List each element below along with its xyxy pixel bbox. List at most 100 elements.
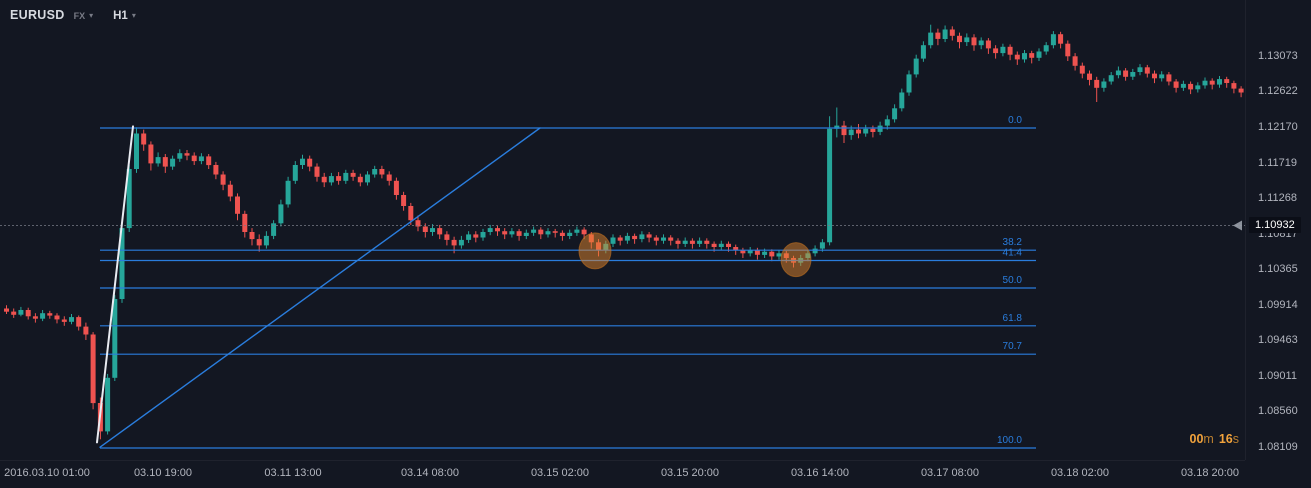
trendline-white[interactable] (96, 125, 134, 444)
candle-body (393, 180, 399, 195)
interval-selector[interactable]: H1 ▾ (93, 10, 136, 22)
candle-body (516, 231, 522, 236)
trendline-blue[interactable] (99, 127, 541, 448)
candle-body (827, 128, 833, 243)
candle-body (559, 232, 565, 236)
candle-body (148, 144, 154, 164)
candle-body (444, 234, 450, 240)
candle-body (964, 37, 970, 43)
candle-body (69, 317, 74, 322)
candle-body (112, 299, 118, 378)
candle-body (1079, 65, 1085, 74)
highlight-ellipse[interactable] (578, 232, 612, 270)
bar-countdown: 00m 16s (1190, 432, 1239, 446)
price-axis-label: 1.11719 (1258, 157, 1297, 169)
candle-body (292, 165, 298, 181)
candle-body (343, 172, 349, 181)
candle-body (235, 196, 240, 214)
candle-body (567, 232, 573, 236)
candle-body (336, 176, 342, 181)
time-axis-label: 03.15 20:00 (660, 467, 720, 479)
chart-surface[interactable]: 0.0 38.241.4 50.0 61.8 70.7 100.0 (0, 0, 1245, 460)
candle-body (906, 74, 912, 93)
candle-body (841, 125, 847, 136)
candle-body (509, 231, 515, 235)
candle-body (271, 223, 277, 236)
candle-body (949, 29, 955, 36)
candle-body (1152, 73, 1157, 79)
candle-body (256, 239, 262, 246)
candle-body (538, 229, 544, 235)
market-selector[interactable]: FX ▾ (65, 11, 94, 21)
candle-body (581, 229, 587, 235)
candle-body (328, 176, 334, 183)
fib-level-label: 41.4 (1003, 248, 1023, 259)
candle-body (213, 165, 219, 175)
time-axis-label: 03.14 08:00 (400, 467, 460, 479)
candle-body (47, 313, 53, 316)
candle-body (278, 204, 284, 224)
countdown-seconds: 16 (1218, 432, 1233, 446)
candle-body (624, 235, 630, 241)
candle-body (1159, 74, 1165, 79)
candle-body (1180, 83, 1186, 88)
candle-body (754, 250, 760, 255)
candle-body (1123, 70, 1129, 77)
symbol-button[interactable]: EURUSD (10, 8, 65, 22)
candle-body (653, 237, 659, 241)
candle-body (1137, 67, 1143, 72)
candle-body (61, 319, 67, 322)
candle-body (1000, 46, 1006, 54)
candle-body (170, 158, 176, 167)
price-axis-label: 1.12622 (1258, 85, 1298, 97)
highlight-ellipse[interactable] (780, 242, 812, 278)
candle-body (1007, 46, 1013, 55)
candle-body (978, 40, 984, 46)
candle-body (884, 119, 890, 126)
candle-body (870, 128, 876, 132)
candle-body (1209, 80, 1215, 85)
time-axis-label: 03.16 14:00 (790, 467, 850, 479)
candle-body (1072, 56, 1078, 66)
price-axis[interactable]: 1.10932 1.13073 1.12622 1.12170 1.11719 1.11… (1245, 0, 1311, 460)
candle-body (675, 240, 681, 244)
price-axis-label: 1.12170 (1258, 121, 1298, 133)
time-axis[interactable]: 2016.03.10 01:00 03.10 19:00 03.11 13:00 03… (0, 460, 1245, 488)
price-axis-label: 1.13073 (1258, 50, 1298, 62)
candle-body (90, 334, 96, 404)
market-label: FX (73, 11, 86, 21)
candle-body (191, 155, 197, 162)
candle-body (372, 169, 378, 175)
fibonacci-retracement[interactable]: 0.0 38.241.4 50.0 61.8 70.7 100.0 (100, 115, 1036, 449)
fib-level-label: 61.8 (1003, 313, 1023, 324)
candle-body (466, 234, 472, 240)
candle-body (1217, 79, 1222, 85)
price-axis-label: 1.08560 (1258, 405, 1298, 417)
candle-body (848, 129, 854, 136)
fib-level-label: 38.2 (1003, 237, 1023, 248)
candle-body (711, 243, 717, 247)
candle-body (437, 228, 443, 235)
candle-body (365, 174, 370, 183)
candle-body (83, 326, 89, 335)
time-axis-label: 03.17 08:00 (920, 467, 980, 479)
fib-level-label: 0.0 (1008, 115, 1022, 126)
candle-body (357, 176, 363, 183)
candle-body (1231, 83, 1237, 89)
candle-body (285, 180, 291, 205)
candle-body (458, 239, 464, 246)
candle-body (993, 48, 999, 54)
candle-body (177, 153, 183, 159)
candle-body (321, 176, 327, 183)
candle-body (632, 235, 638, 240)
candle-body (451, 239, 457, 246)
candle-body (386, 174, 392, 181)
countdown-minutes: 00 (1189, 432, 1204, 446)
candle-body (54, 315, 60, 320)
time-axis-label: 2016.03.10 01:00 (4, 467, 90, 479)
candle-body (1238, 88, 1244, 93)
candle-body (726, 243, 731, 247)
price-axis-label: 1.11268 (1258, 192, 1297, 204)
candle-body (747, 250, 753, 254)
